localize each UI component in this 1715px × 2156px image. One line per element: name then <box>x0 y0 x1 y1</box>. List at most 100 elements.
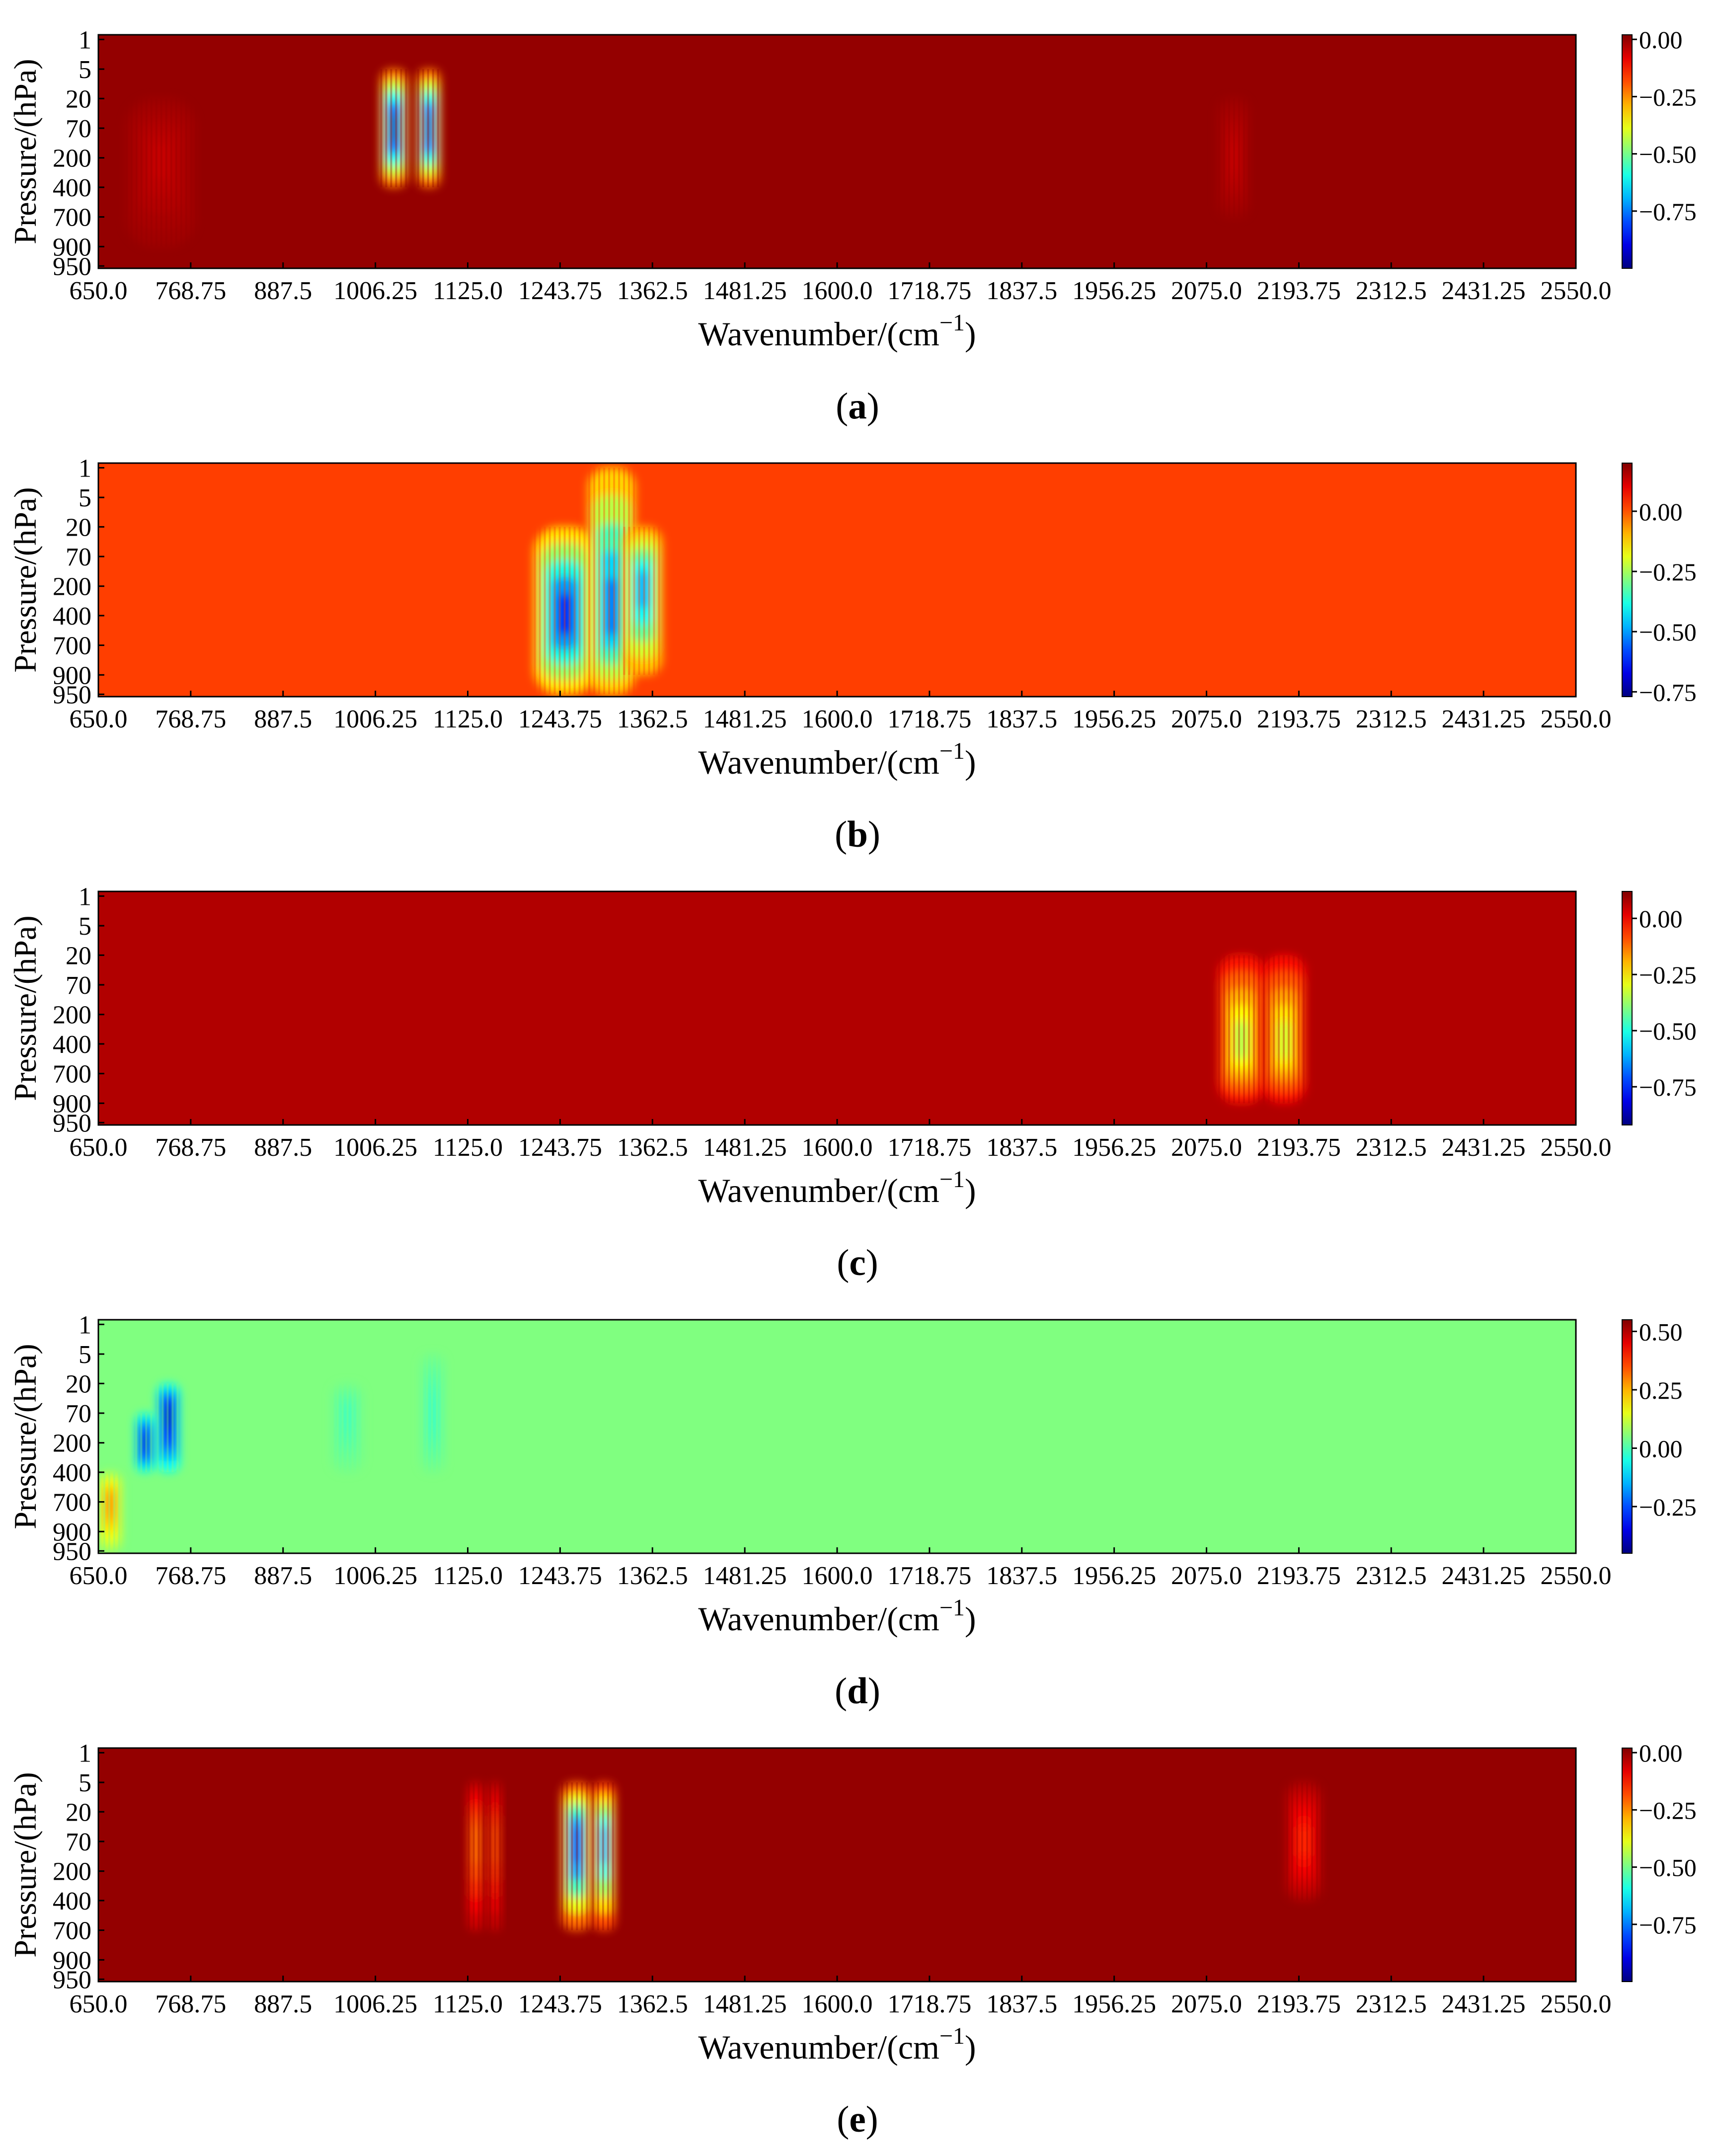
x-tick-label: 2193.75 <box>1257 1990 1341 2018</box>
y-tick-label: 20 <box>66 942 91 970</box>
heatmap-feature <box>561 1782 592 1930</box>
panel-caption: (b) <box>835 814 880 855</box>
x-axis-label: Wavenumber/(cm−1) <box>698 2023 976 2066</box>
y-tick-label: 70 <box>66 1828 91 1856</box>
colorbar <box>1622 463 1633 697</box>
x-tick-label: 1600.0 <box>802 277 873 305</box>
x-tick-label: 1243.75 <box>518 705 602 733</box>
heatmap-svg: 650.0 768.75 887.5 1006.25 1125.0 1243.75 1362… <box>7 1739 1697 2066</box>
heatmap-feature <box>623 527 662 675</box>
panel-caption: (a) <box>836 386 879 427</box>
x-tick-label: 2075.0 <box>1171 1990 1242 2018</box>
x-tick-label: 1837.5 <box>986 1133 1057 1162</box>
x-tick-label: 1243.75 <box>518 277 602 305</box>
x-tick-label: 2431.25 <box>1442 705 1526 733</box>
y-tick-label: 950 <box>53 1966 91 1994</box>
y-tick-label: 1 <box>78 882 91 911</box>
y-tick-label: 400 <box>53 174 91 202</box>
x-tick-label: 1125.0 <box>433 1562 503 1590</box>
y-tick-label: 1 <box>78 1739 91 1767</box>
panel-caption: (e) <box>837 2099 878 2140</box>
x-tick-label: 1718.75 <box>887 1562 971 1590</box>
y-tick-label: 700 <box>53 204 91 232</box>
x-tick-label: 1837.5 <box>986 1562 1057 1590</box>
x-tick-label: 650.0 <box>70 1990 128 2018</box>
x-tick-label: 1837.5 <box>986 277 1057 305</box>
x-tick-label: 650.0 <box>70 277 128 305</box>
x-tick-label: 1481.25 <box>703 705 787 733</box>
y-tick-label: 20 <box>66 513 91 542</box>
x-axis-label: Wavenumber/(cm−1) <box>698 1166 976 1209</box>
x-tick-label: 1006.25 <box>333 1990 417 2018</box>
chart-panel-c: 650.0 768.75 887.5 1006.25 1125.0 1243.75 1362… <box>0 857 1715 1294</box>
x-tick-label: 2193.75 <box>1257 1562 1341 1590</box>
colorbar-tick-label: −0.50 <box>1639 141 1697 168</box>
x-tick-label: 1481.25 <box>703 1990 787 2018</box>
heatmap-feature <box>135 1413 155 1472</box>
panel-caption-letter: c <box>849 1242 866 1283</box>
x-tick-label: 2431.25 <box>1442 1990 1526 2018</box>
heatmap-stripes <box>135 1413 153 1472</box>
heatmap-background <box>98 1320 1576 1553</box>
y-tick-label: 900 <box>53 1946 91 1975</box>
panel-caption-letter: b <box>847 814 868 855</box>
heatmap-stripes <box>1262 955 1305 1104</box>
heatmap-stripes <box>125 98 197 247</box>
heatmap-svg: 650.0 768.75 887.5 1006.25 1125.0 1243.75 1362… <box>7 454 1697 781</box>
y-tick-label: 400 <box>53 602 91 631</box>
heatmap-feature <box>156 1383 180 1472</box>
colorbar-tick-label: −0.25 <box>1639 1493 1697 1521</box>
x-tick-label: 1600.0 <box>802 1562 873 1590</box>
x-tick-label: 1718.75 <box>887 1990 971 2018</box>
y-tick-label: 5 <box>78 56 91 84</box>
x-tick-label: 1956.25 <box>1072 1990 1156 2018</box>
chart-panel-e: 650.0 768.75 887.5 1006.25 1125.0 1243.75 1362… <box>0 1713 1715 2151</box>
y-tick-label: 5 <box>78 1341 91 1369</box>
panel-caption-letter: e <box>849 2099 866 2140</box>
y-tick-label: 20 <box>66 1370 91 1398</box>
x-tick-label: 768.75 <box>155 277 226 305</box>
y-tick-label: 1 <box>78 454 91 482</box>
colorbar-tick-label: 0.25 <box>1639 1376 1683 1404</box>
y-tick-label: 1 <box>78 1311 91 1339</box>
heatmap-feature <box>1218 98 1249 217</box>
y-tick-label: 950 <box>53 1537 91 1566</box>
heatmap-svg: 650.0 768.75 887.5 1006.25 1125.0 1243.75 1362… <box>7 26 1697 353</box>
heatmap-background <box>98 35 1576 268</box>
x-tick-label: 1243.75 <box>518 1562 602 1590</box>
x-tick-label: 1243.75 <box>518 1990 602 2018</box>
x-tick-label: 887.5 <box>254 277 312 305</box>
y-tick-label: 70 <box>66 115 91 143</box>
x-tick-label: 1006.25 <box>333 1133 417 1162</box>
heatmap-stripes <box>592 1782 614 1930</box>
x-tick-label: 2312.5 <box>1356 277 1427 305</box>
heatmap-stripes <box>421 1354 443 1472</box>
x-tick-label: 2193.75 <box>1257 705 1341 733</box>
y-tick-label: 5 <box>78 912 91 941</box>
x-axis-label: Wavenumber/(cm−1) <box>698 738 976 781</box>
y-tick-label: 950 <box>53 252 91 281</box>
x-tick-label: 1600.0 <box>802 1133 873 1162</box>
colorbar <box>1622 1319 1633 1554</box>
panel-caption-letter: d <box>847 1671 868 1712</box>
colorbar-tick-label: 0.00 <box>1639 1739 1683 1767</box>
x-tick-label: 1837.5 <box>986 705 1057 733</box>
heatmap-feature <box>380 69 408 187</box>
y-axis-label: Pressure/(hPa) <box>7 59 43 244</box>
colorbar-tick-label: −0.75 <box>1639 678 1697 706</box>
x-tick-label: 2431.25 <box>1442 277 1526 305</box>
x-tick-label: 768.75 <box>155 705 226 733</box>
heatmap-background <box>98 891 1576 1125</box>
x-tick-label: 1125.0 <box>433 277 503 305</box>
heatmap-stripes <box>417 69 439 187</box>
colorbar-tick-label: −0.25 <box>1639 1796 1697 1824</box>
colorbar <box>1622 34 1633 269</box>
heatmap-stripes <box>623 527 660 675</box>
x-tick-label: 1718.75 <box>887 1133 971 1162</box>
x-tick-label: 1600.0 <box>802 705 873 733</box>
heatmap-background <box>98 1748 1576 1982</box>
x-tick-label: 1481.25 <box>703 1133 787 1162</box>
x-tick-label: 2312.5 <box>1356 1990 1427 2018</box>
colorbar-tick-label: 0.00 <box>1639 26 1683 54</box>
y-tick-label: 900 <box>53 1518 91 1546</box>
